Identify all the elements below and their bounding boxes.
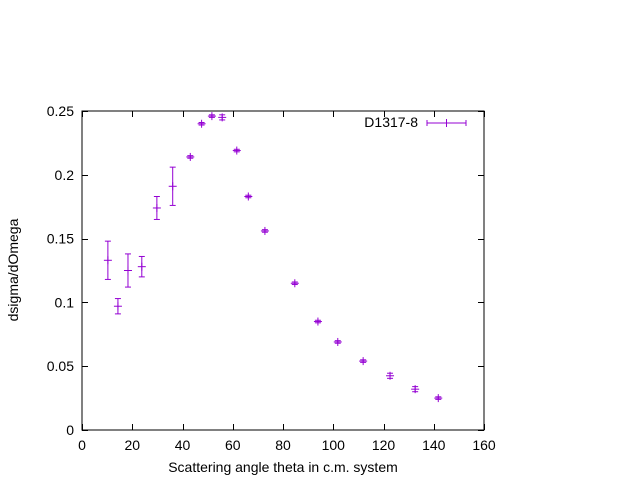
y-axis-label: dsigma/dOmega: [5, 218, 21, 321]
x-tick-label: 140: [422, 437, 446, 453]
data-point: [137, 255, 146, 278]
legend: D1317-8: [364, 114, 467, 130]
x-tick-label: 40: [175, 437, 191, 453]
plot-frame: [81, 110, 485, 431]
data-point: [113, 298, 122, 315]
x-tick-label: 60: [225, 437, 241, 453]
y-tick-label: 0: [66, 422, 74, 438]
data-point: [434, 394, 443, 403]
data-point: [168, 166, 177, 206]
data-point: [207, 112, 216, 121]
y-tick-label: 0.15: [47, 231, 74, 247]
data-point: [152, 195, 161, 220]
data-point: [197, 119, 206, 128]
x-tick-label: 80: [275, 437, 291, 453]
y-tick-label: 0.2: [55, 167, 75, 183]
data-point: [186, 152, 195, 161]
y-tick-label: 0.25: [47, 103, 74, 119]
data-point: [386, 371, 395, 380]
x-tick-label: 160: [472, 437, 496, 453]
data-point: [103, 240, 112, 280]
data-point: [313, 317, 322, 326]
x-tick-label: 0: [78, 437, 86, 453]
x-tick-label: 20: [124, 437, 140, 453]
x-tick-label: 100: [322, 437, 346, 453]
x-axis-ticks: 0 20 40 60 80 100 120 140 160: [78, 111, 496, 453]
data-point: [411, 385, 420, 394]
axes: [81, 110, 485, 431]
data-point: [123, 253, 132, 288]
data-point: [260, 226, 269, 235]
data-point: [218, 113, 227, 122]
y-axis-ticks: 0 0.05 0.1 0.15 0.2 0.25: [47, 103, 484, 438]
data-point: [359, 357, 368, 366]
data-series: [103, 112, 443, 403]
y-tick-label: 0.05: [47, 358, 74, 374]
data-point: [290, 279, 299, 288]
data-point: [244, 192, 253, 201]
x-axis-label: Scattering angle theta in c.m. system: [168, 459, 398, 475]
data-point: [232, 146, 241, 155]
y-tick-label: 0.1: [55, 294, 75, 310]
data-point: [333, 337, 342, 346]
legend-label: D1317-8: [364, 114, 418, 130]
x-tick-label: 120: [372, 437, 396, 453]
